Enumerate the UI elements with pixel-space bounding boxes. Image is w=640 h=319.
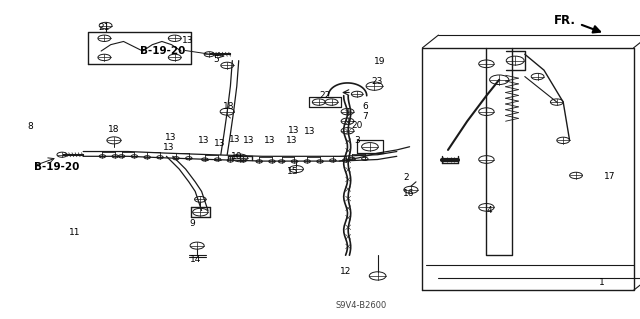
Text: 8: 8 [28, 122, 33, 130]
Text: 13: 13 [243, 137, 255, 145]
Text: 19: 19 [374, 57, 385, 66]
Text: 13: 13 [288, 126, 300, 135]
Text: 4: 4 [487, 206, 492, 215]
Text: 3: 3 [355, 136, 360, 145]
Text: 18: 18 [223, 102, 235, 111]
Text: 7: 7 [362, 112, 367, 121]
Text: FR.: FR. [554, 14, 576, 27]
Text: 13: 13 [286, 136, 298, 145]
Text: 10: 10 [231, 152, 243, 161]
Text: 17: 17 [604, 172, 616, 181]
Text: B-19-20: B-19-20 [34, 162, 79, 172]
Text: 12: 12 [340, 267, 351, 276]
Text: 13: 13 [182, 36, 194, 45]
Text: 13: 13 [304, 127, 316, 136]
Text: 14: 14 [189, 255, 201, 263]
Text: B-19-20: B-19-20 [140, 46, 185, 56]
Text: 15: 15 [287, 167, 299, 176]
Text: 21: 21 [98, 23, 109, 32]
Text: 2: 2 [404, 173, 409, 182]
Text: 23: 23 [371, 77, 383, 86]
Text: 13: 13 [198, 136, 210, 145]
Text: 1: 1 [599, 278, 604, 287]
Text: 18: 18 [108, 125, 120, 134]
Text: 11: 11 [69, 228, 81, 237]
Text: 13: 13 [214, 139, 226, 148]
Text: 16: 16 [403, 189, 414, 198]
Text: 5: 5 [214, 55, 219, 63]
Text: 13: 13 [264, 137, 276, 145]
Text: 13: 13 [165, 133, 177, 142]
Text: 13: 13 [229, 135, 241, 144]
Text: S9V4-B2600: S9V4-B2600 [336, 301, 387, 310]
Text: 13: 13 [163, 143, 174, 152]
Text: 20: 20 [351, 121, 363, 130]
Text: 22: 22 [319, 91, 331, 100]
Text: 9: 9 [189, 219, 195, 228]
Text: 6: 6 [362, 102, 367, 111]
